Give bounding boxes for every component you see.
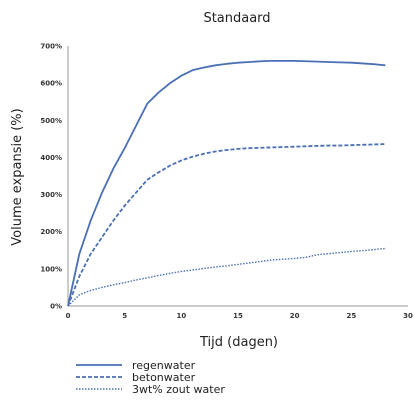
y-tick-label: 600% — [40, 80, 62, 88]
series-line-2 — [67, 143, 386, 307]
series-line-3 — [67, 247, 386, 307]
y-tick-label: 400% — [40, 154, 62, 162]
y-axis-label: Volume expansie (%) — [10, 108, 25, 245]
y-tick-label: 500% — [40, 117, 62, 125]
y-tick-label: 300% — [40, 191, 62, 199]
y-tick-label: 200% — [40, 228, 62, 236]
x-tick-label: 30 — [403, 312, 413, 320]
y-tick-label: 100% — [40, 265, 62, 273]
series-line-1 — [67, 59, 386, 307]
x-tick-label: 15 — [233, 312, 243, 320]
x-axis-ticks: 0 5 10 15 20 25 30 — [66, 312, 413, 320]
x-axis-label: Tijd (dagen) — [199, 335, 278, 350]
x-tick-label: 10 — [176, 312, 186, 320]
legend-label: betonwater — [132, 371, 196, 384]
chart-title: Standaard — [203, 11, 270, 26]
y-axis-ticks: 0% 100% 200% 300% 400% 500% 600% 700% — [40, 43, 62, 311]
series-group — [67, 59, 386, 307]
x-tick-label: 25 — [346, 312, 356, 320]
y-tick-label: 0% — [50, 303, 62, 311]
legend-label: 3wt% zout water — [132, 383, 225, 396]
y-tick-label: 700% — [40, 43, 62, 51]
plot-area — [67, 46, 408, 307]
x-tick-label: 5 — [122, 312, 127, 320]
x-tick-label: 20 — [290, 312, 300, 320]
x-tick-label: 0 — [66, 312, 71, 320]
legend-label: regenwater — [132, 359, 196, 372]
